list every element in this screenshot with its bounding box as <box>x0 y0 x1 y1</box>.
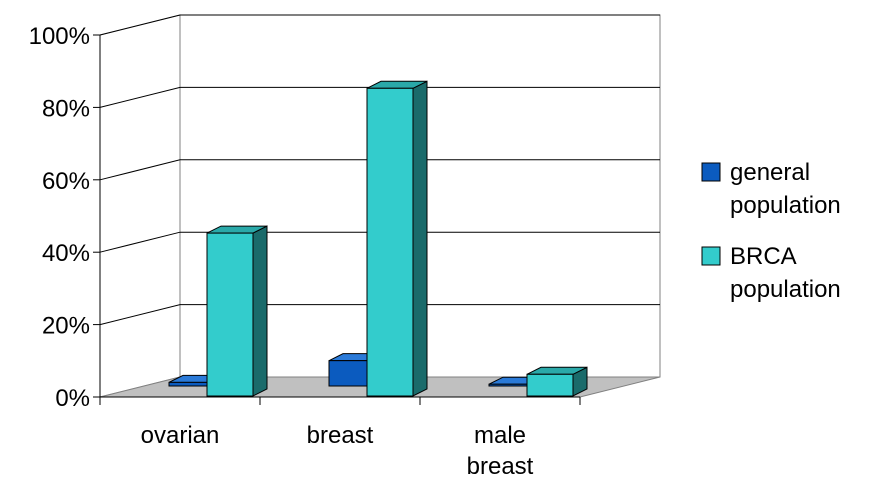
side-wall <box>99 14 181 398</box>
gridline <box>99 159 660 181</box>
category-label: breast <box>307 422 374 449</box>
category-label: male <box>474 422 526 449</box>
axes <box>93 34 581 405</box>
gridlines <box>99 14 660 326</box>
y-tick-label: 80% <box>42 95 90 122</box>
bar-side <box>412 80 428 397</box>
legend-label: population <box>730 192 841 219</box>
legend-swatch <box>701 246 721 266</box>
y-tick-label: 100% <box>29 23 90 50</box>
gridline <box>99 86 660 108</box>
gridline <box>99 304 660 326</box>
y-tick-label: 0% <box>55 385 90 412</box>
legend-label: general <box>730 159 810 186</box>
y-tick-label: 60% <box>42 168 90 195</box>
bar <box>526 373 574 397</box>
bar <box>366 87 414 397</box>
bar-side <box>252 225 268 397</box>
legend-swatch <box>701 162 721 182</box>
legend-label: population <box>730 276 841 303</box>
x-axis-tick-labels: ovarian breast male breast <box>141 422 534 480</box>
gridline <box>99 231 660 253</box>
bars <box>168 80 588 397</box>
y-tick-label: 40% <box>42 240 90 267</box>
gridline <box>99 14 660 36</box>
y-tick-label: 20% <box>42 313 90 340</box>
category-label: ovarian <box>141 422 220 449</box>
legend: general population BRCA population <box>701 159 841 303</box>
y-axis-tick-labels: 0% 20% 40% 60% 80% 100% <box>29 23 90 412</box>
bar <box>206 232 254 397</box>
legend-label: BRCA <box>730 243 797 270</box>
category-label: breast <box>467 453 534 480</box>
